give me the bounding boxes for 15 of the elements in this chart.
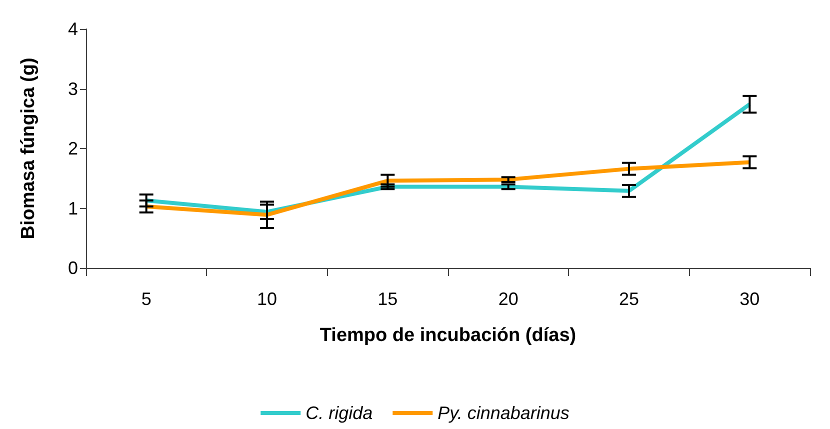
legend-label: C. rigida xyxy=(306,403,373,423)
x-tick-label: 5 xyxy=(141,289,152,309)
x-tick-label: 30 xyxy=(740,289,760,309)
legend-label: Py. cinnabarinus xyxy=(438,403,570,423)
y-tick-label: 3 xyxy=(68,78,78,99)
x-tick-label: 20 xyxy=(498,289,518,309)
y-tick-label: 4 xyxy=(68,19,78,39)
y-tick-label: 0 xyxy=(68,258,78,278)
y-tick-label: 2 xyxy=(68,138,78,158)
x-tick-label: 15 xyxy=(378,289,398,309)
x-tick-label: 25 xyxy=(618,289,640,309)
x-tick-label: 10 xyxy=(256,289,278,309)
y-tick-label: 1 xyxy=(68,198,78,218)
y-axis-title: Biomasa fúngica (g) xyxy=(18,58,39,240)
x-axis-title: Tiempo de incubación (días) xyxy=(320,325,576,346)
